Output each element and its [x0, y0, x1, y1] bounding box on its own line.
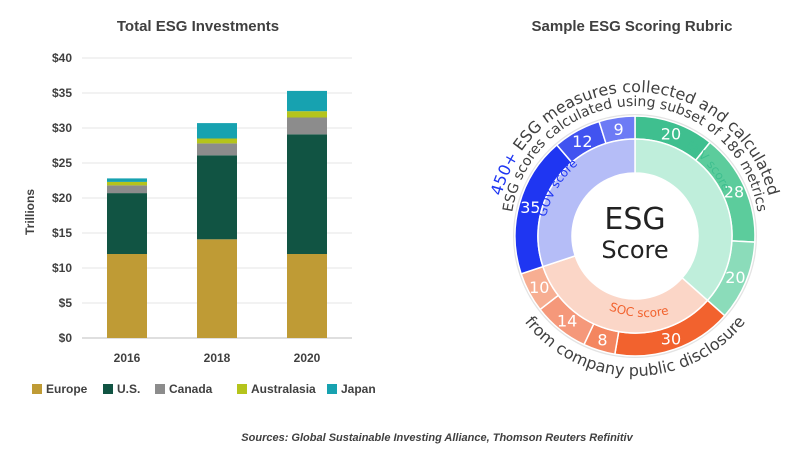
- bar-segment-canada-2020: [287, 117, 327, 135]
- y-axis-label: Trillions: [23, 189, 37, 235]
- bar-segment-us-2018: [197, 155, 237, 240]
- y-tick-label: $5: [59, 296, 73, 310]
- bar-segment-europe-2016: [107, 254, 147, 338]
- y-tick-label: $35: [52, 86, 72, 100]
- y-tick-label: $10: [52, 261, 72, 275]
- bar-segment-canada-2018: [197, 143, 237, 156]
- y-tick-label: $15: [52, 226, 72, 240]
- bar-segment-australasia-2018: [197, 138, 237, 144]
- legend-swatch: [237, 384, 247, 394]
- rubric-title: Sample ESG Scoring Rubric: [532, 18, 733, 35]
- slice-value-label: 14: [557, 312, 577, 331]
- legend-swatch: [155, 384, 165, 394]
- bar-segment-europe-2018: [197, 239, 237, 338]
- bars: [107, 90, 327, 338]
- bar-segment-us-2016: [107, 193, 147, 254]
- legend-label: Australasia: [251, 382, 316, 396]
- legend-label: U.S.: [117, 382, 140, 396]
- slice-value-label: 20: [661, 125, 681, 144]
- bar-segment-australasia-2016: [107, 181, 147, 186]
- x-tick-label: 2018: [204, 351, 231, 365]
- slice-value-label: 35: [520, 198, 540, 217]
- bar-segment-japan-2020: [287, 90, 327, 112]
- legend-swatch: [327, 384, 337, 394]
- slice-value-label: 9: [613, 120, 623, 139]
- legend-swatch: [103, 384, 113, 394]
- bar-chart: Total ESG Investments Trillions $0$5$10$…: [23, 18, 376, 396]
- legend-label: Japan: [341, 382, 376, 396]
- y-tick-label: $25: [52, 156, 72, 170]
- y-tick-label: $40: [52, 51, 72, 65]
- bar-chart-title: Total ESG Investments: [117, 18, 279, 35]
- center-label-score: Score: [601, 236, 668, 264]
- legend-swatch: [32, 384, 42, 394]
- legend-label: Canada: [169, 382, 213, 396]
- category-ring-gov: [537, 138, 636, 268]
- x-axis-ticks: 2016 2018 2020: [114, 351, 321, 365]
- bar-segment-japan-2016: [107, 178, 147, 182]
- slice-value-label: 8: [597, 331, 607, 350]
- bar-segment-australasia-2020: [287, 111, 327, 118]
- x-tick-label: 2016: [114, 351, 141, 365]
- y-tick-label: $0: [59, 331, 73, 345]
- x-tick-label: 2020: [294, 351, 321, 365]
- bar-segment-europe-2020: [287, 254, 327, 338]
- y-axis-ticks: $0 $5 $10 $15 $20 $25 $30 $35 $40: [52, 51, 72, 345]
- legend-label: Europe: [46, 382, 88, 396]
- slice-value-label: 28: [724, 183, 744, 202]
- slice-value-label: 12: [572, 132, 592, 151]
- source-note: Sources: Global Sustainable Investing Al…: [241, 432, 633, 444]
- rubric-donut-chart: Sample ESG Scoring Rubric 20 28 20 30 8 14 10 3…: [487, 18, 784, 380]
- y-tick-label: $20: [52, 191, 72, 205]
- bar-segment-japan-2018: [197, 123, 237, 139]
- y-tick-label: $30: [52, 121, 72, 135]
- bar-segment-canada-2016: [107, 185, 147, 194]
- slice-labels: 20 28 20 30 8 14 10 35 12 9: [520, 120, 745, 350]
- legend: Europe U.S. Canada Australasia Japan: [32, 382, 376, 396]
- bar-segment-us-2020: [287, 134, 327, 254]
- slice-value-label: 10: [529, 278, 549, 297]
- slice-value-label: 30: [661, 329, 681, 348]
- slice-value-label: 20: [725, 268, 745, 287]
- center-hole: [572, 173, 698, 299]
- center-label-esg: ESG: [604, 202, 665, 237]
